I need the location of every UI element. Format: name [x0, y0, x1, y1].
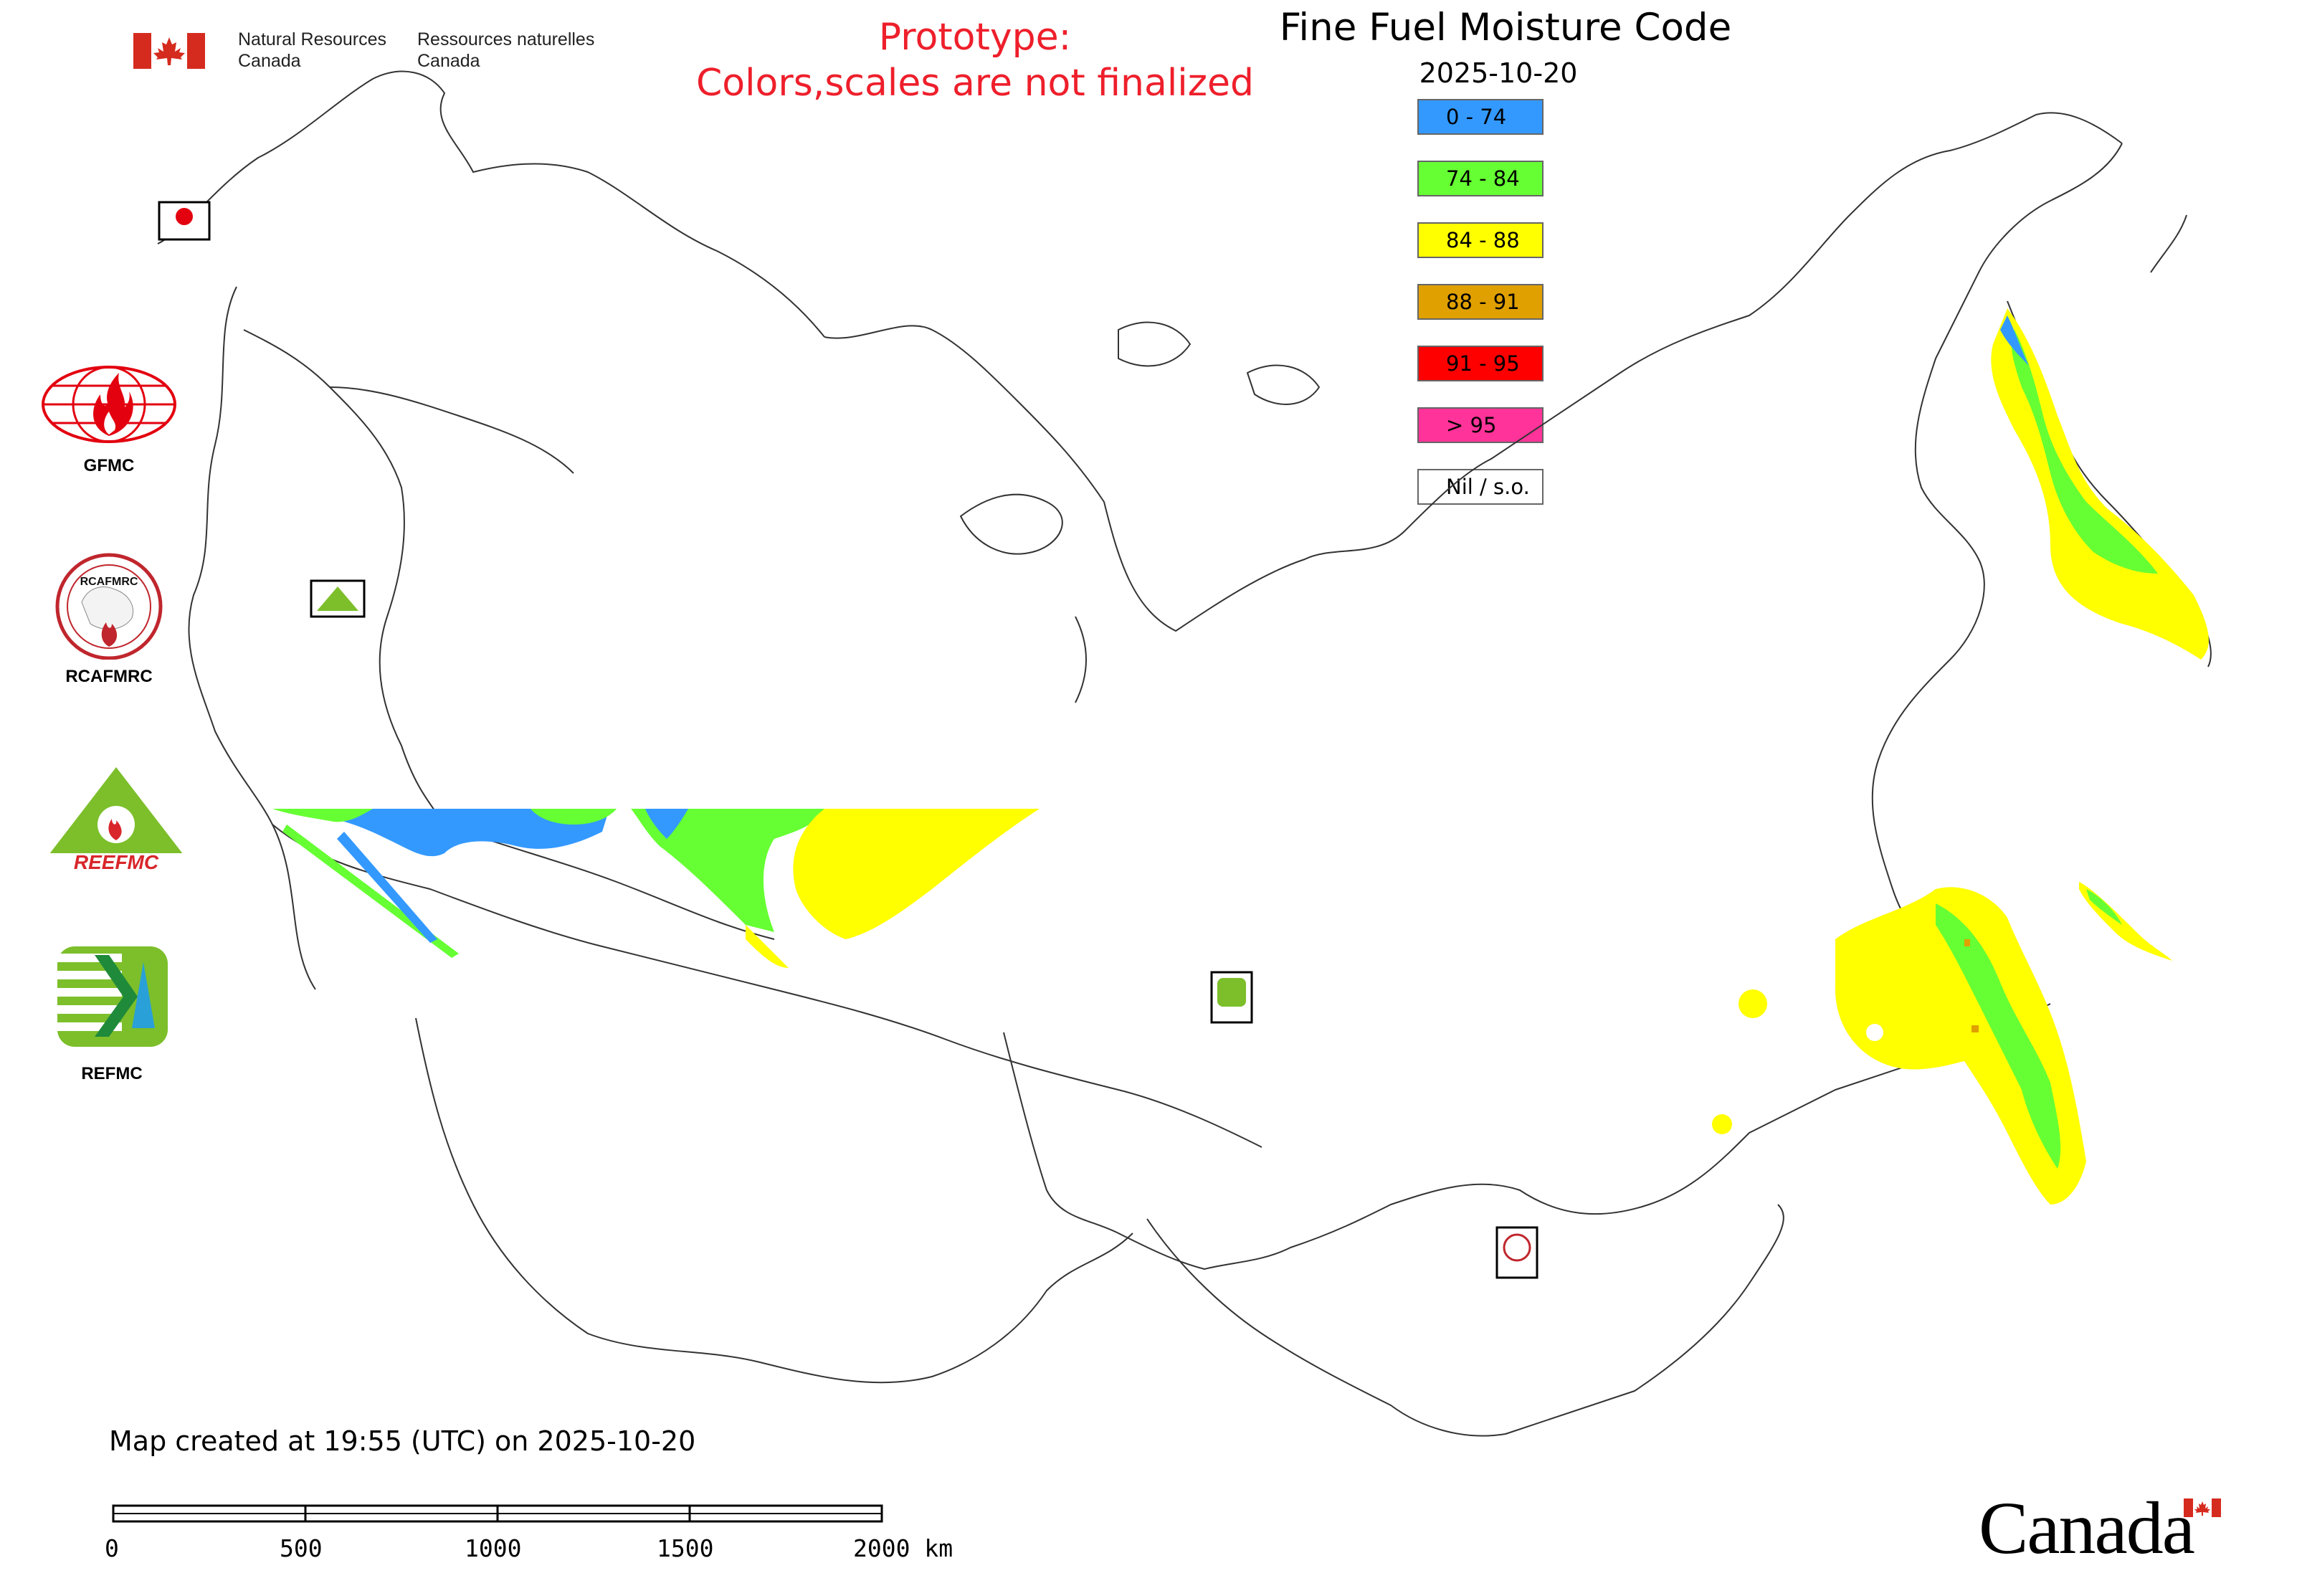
scale-label-1000: 1000	[465, 1534, 522, 1562]
reefmc-logo-icon: REEFMC	[40, 767, 192, 873]
legend-item-84-88: 84 - 88	[1417, 222, 1544, 258]
reefmc-logo: REEFMC	[37, 764, 195, 873]
legend-item-74-84: 74 - 84	[1417, 161, 1544, 196]
svg-text:REEFMC: REEFMC	[74, 851, 159, 872]
peninsula-line	[1075, 616, 1087, 703]
scandinavia-border	[157, 70, 825, 338]
scale-label-500: 500	[280, 1534, 323, 1562]
canada-wordmark-text: Canada	[1979, 1487, 2195, 1569]
refmc-label: REFMC	[81, 1064, 143, 1083]
map-date: 2025-10-20	[1419, 57, 1578, 89]
arctic-coastline	[824, 112, 2123, 632]
refmc-logo-icon	[57, 946, 168, 1047]
scale-label-0: 0	[105, 1534, 119, 1562]
svg-text:RCAFMRC: RCAFMRC	[80, 576, 138, 588]
prototype-notice: Prototype: Colors,scales are not finaliz…	[645, 14, 1305, 106]
scale-bar	[112, 1504, 883, 1523]
gfmc-logo-icon	[42, 366, 176, 443]
kazakhstan-border	[415, 1017, 1133, 1384]
legend-item-91-95: 91 - 95	[1417, 346, 1544, 381]
gfmc-label: GFMC	[83, 456, 135, 475]
legend-item-0-74: 0 - 74	[1417, 99, 1544, 135]
kamchatka-ffmc-raster	[1991, 308, 2209, 660]
scale-label-2000: 2000 km	[853, 1534, 953, 1562]
internal-boundary-1	[243, 329, 445, 825]
legend-item-over-95: > 95	[1417, 407, 1544, 443]
southern-border-east	[1003, 1003, 2051, 1270]
map-title: Fine Fuel Moisture Code	[1279, 6, 1732, 49]
refmc-logo: REFMC	[52, 944, 195, 1087]
wordmark-flag-icon	[2184, 1498, 2221, 1517]
nrcan-signature: Natural Resources Canada Ressources natu…	[133, 26, 607, 76]
western-border	[188, 286, 316, 990]
prototype-line2: Colors,scales are not finalized	[695, 62, 1255, 105]
western-ffmc-raster	[272, 809, 1040, 968]
internal-boundary-3	[444, 824, 775, 940]
rcafmrc-label: RCAFMRC	[65, 667, 153, 686]
rcafmrc-logo: RCAFMRC RCAFMRC	[37, 552, 181, 695]
scale-label-1500: 1500	[657, 1534, 714, 1562]
map-inset-logos	[158, 201, 1538, 1279]
arctic-island-1	[960, 493, 1063, 555]
arctic-island-2	[1118, 321, 1191, 367]
rcafmrc-logo-icon: RCAFMRC	[55, 553, 163, 660]
gfmc-logo: GFMC	[37, 363, 181, 478]
prototype-line1: Prototype:	[878, 16, 1072, 59]
arctic-island-3	[1247, 364, 1320, 405]
legend-item-88-91: 88 - 91	[1417, 284, 1544, 320]
agency-fr-line1: Ressources naturelles	[417, 29, 595, 49]
legend-item-nil: Nil / s.o.	[1417, 469, 1544, 505]
southern-border-west	[272, 824, 1262, 1148]
country-borders	[157, 70, 2123, 1437]
internal-boundary-2	[329, 386, 574, 474]
created-timestamp: Map created at 19:55 (UTC) on 2025-10-20	[109, 1425, 696, 1457]
mongolia-border	[1146, 1204, 1784, 1437]
agency-en-line2: Canada	[238, 51, 301, 71]
canada-wordmark: Canada	[1979, 1486, 2195, 1571]
amur-ffmc-raster	[1712, 882, 2172, 1205]
canada-flag-icon	[133, 33, 205, 69]
agency-fr-line2: Canada	[417, 51, 480, 71]
agency-en-line1: Natural Resources	[238, 29, 387, 49]
